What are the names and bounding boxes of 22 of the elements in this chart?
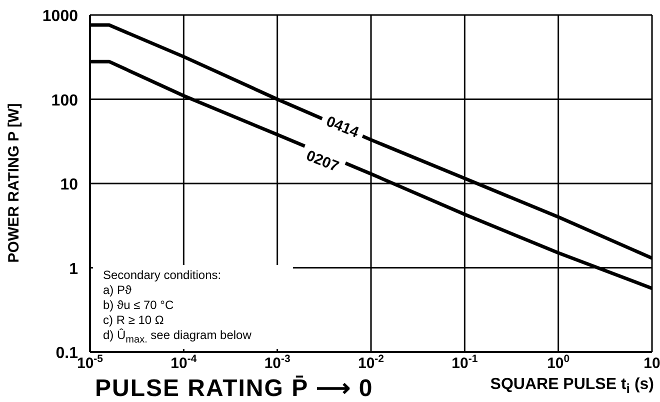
y-tick-label: 1000 [42, 8, 78, 25]
x-tick-label: 10$^{0}$ [547, 353, 570, 372]
x-tick-label: 10$^{-1}$ [452, 353, 478, 372]
text: 0207 [304, 147, 342, 176]
y-tick-label: 0.1 [56, 345, 78, 362]
text: PULSE RATING P̄ ⟶ 0 [95, 375, 374, 402]
x-tick-label: 10$^{-5}$ [76, 353, 104, 372]
annotation: b) ϑu ≤ 70 °C [103, 298, 174, 312]
x-tick-label: 10$^{-3}$ [264, 353, 290, 372]
text: 0414 [324, 113, 362, 142]
x-tick-label: 10$^{-2}$ [358, 353, 384, 372]
annotation: c) R ≥ 10 Ω [103, 313, 164, 327]
x-tick-label: 10 [644, 355, 660, 372]
y-tick-label: 100 [51, 92, 78, 110]
y-tick-label: 1 [69, 260, 78, 278]
y-axis-title: POWER RATING P [W] [6, 103, 22, 263]
annotation: Secondary conditions: [103, 268, 222, 282]
x-axis-title: SQUARE PULSE t$_{i}$ (s) [490, 376, 654, 396]
x-tick-label: 10$^{-4}$ [170, 353, 197, 372]
y-tick-label: 10 [60, 176, 78, 194]
annotation: a) Pϑ [103, 283, 132, 297]
annotation: d) Û$_{max.}$ see diagram below [103, 328, 252, 346]
